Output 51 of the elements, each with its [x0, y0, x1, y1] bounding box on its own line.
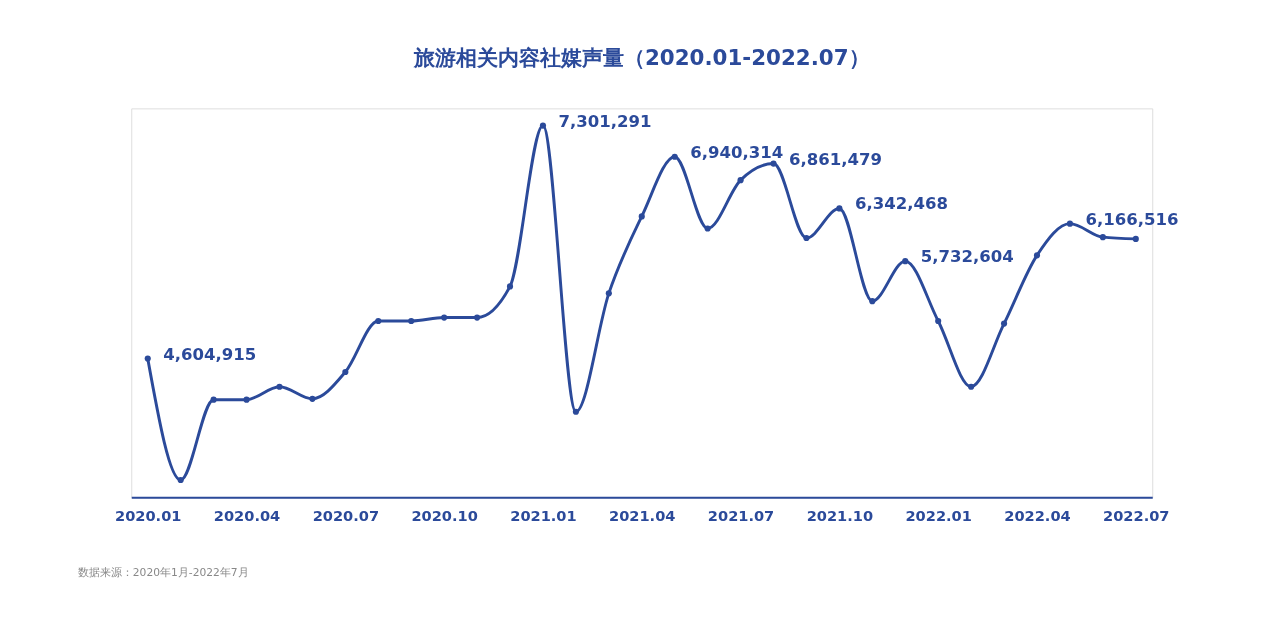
point — [770, 160, 777, 167]
point — [704, 225, 711, 232]
point — [539, 122, 547, 129]
point — [671, 153, 678, 160]
point — [144, 355, 151, 362]
x-tick-label: 2021.07 — [707, 507, 775, 525]
point — [342, 368, 349, 376]
point — [441, 314, 448, 321]
point — [935, 317, 942, 325]
chart-title: 旅游相关内容社媒声量（2020.01-2022.07） — [412, 44, 870, 70]
point — [836, 205, 843, 212]
point — [737, 177, 744, 184]
data-label: 5,732,604 — [920, 247, 1014, 267]
point — [638, 213, 645, 220]
point — [605, 290, 612, 297]
point — [210, 396, 217, 403]
point — [309, 395, 316, 402]
point — [902, 258, 909, 265]
point — [1033, 252, 1041, 259]
point — [276, 383, 283, 390]
x-tick-label: 2021.10 — [806, 507, 874, 525]
x-tick-label: 2021.01 — [510, 507, 577, 525]
point — [408, 317, 415, 325]
x-tick-label: 2022.07 — [1103, 507, 1170, 525]
point — [506, 283, 514, 290]
point — [474, 314, 481, 321]
x-tick-label: 2020.07 — [312, 507, 380, 525]
point — [1066, 220, 1073, 227]
point — [572, 408, 579, 415]
point — [869, 298, 876, 305]
data-label: 6,342,468 — [854, 194, 948, 214]
x-tick-label: 2021.04 — [609, 507, 676, 525]
x-tick-label: 2020.04 — [213, 507, 281, 525]
point — [1132, 235, 1139, 242]
point — [968, 383, 975, 390]
source-note: 数据来源：2020年1月-2022年7月 — [77, 566, 249, 580]
point — [375, 317, 382, 325]
point — [243, 396, 250, 403]
data-label: 6,940,314 — [690, 142, 784, 162]
x-tick-label: 2022.04 — [1004, 507, 1071, 525]
data-label: 6,166,516 — [1085, 209, 1179, 229]
data-label: 6,861,479 — [789, 149, 883, 169]
data-label: 7,301,291 — [558, 111, 652, 131]
x-tick-label: 2020.01 — [115, 507, 182, 525]
x-tick-label: 2020.10 — [411, 507, 478, 525]
point — [1099, 234, 1106, 241]
point — [803, 234, 810, 242]
data-label: 4,604,915 — [163, 344, 257, 364]
point — [1000, 320, 1008, 327]
point — [177, 476, 184, 484]
x-tick-label: 2022.01 — [905, 507, 972, 525]
